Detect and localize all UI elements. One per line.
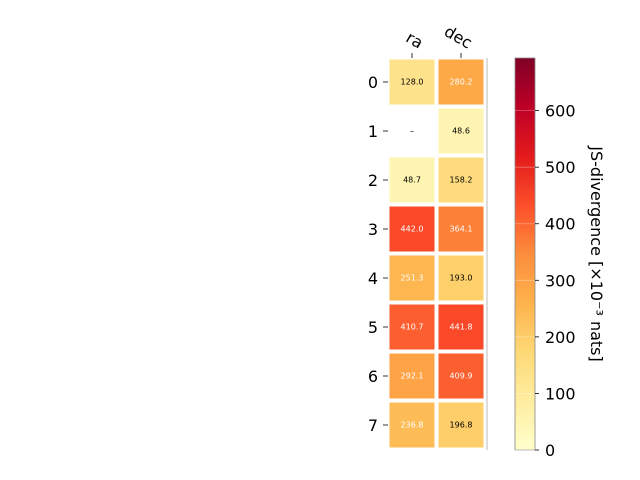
colorbar-ticks: 0 100 200 300 400 500 600 xyxy=(515,102,576,460)
heatmap-cell-label: 364.1 xyxy=(450,225,473,234)
colorbar-tick-label: 300 xyxy=(545,271,576,290)
heatmap-cell xyxy=(389,59,435,105)
colorbar-tick-label: 0 xyxy=(545,441,555,460)
heatmap-cell xyxy=(389,255,435,301)
colorbar-tick-label: 100 xyxy=(545,384,576,403)
colorbar-tick-label: 400 xyxy=(545,215,576,234)
heatmap-cell-label: 442.0 xyxy=(401,225,424,234)
heatmap-cell xyxy=(389,304,435,350)
heatmap-cell xyxy=(389,402,435,448)
heatmap-cell xyxy=(438,59,484,105)
heatmap-cell-label: 280.2 xyxy=(450,78,473,87)
heatmap-cell-label: 158.2 xyxy=(450,176,473,185)
heatmap-cell-label: 128.0 xyxy=(401,78,424,87)
heatmap-cell-label: 251.3 xyxy=(401,274,424,283)
row-tick-label: 1 xyxy=(368,122,378,141)
heatmap-cell xyxy=(389,157,435,203)
colorbar-tick-label: 500 xyxy=(545,158,576,177)
heatmap-cell-label: 196.8 xyxy=(450,421,473,430)
heatmap-cell xyxy=(438,353,484,399)
heatmap-cells xyxy=(389,59,484,448)
heatmap-cell-label: 441.8 xyxy=(450,323,473,332)
row-tick-label: 0 xyxy=(368,73,378,92)
column-tick-label: dec xyxy=(441,22,475,53)
heatmap-cell-labels: 128.0 280.2 – 48.6 48.7 158.2 442.0 364.1 251.3 1… xyxy=(401,78,473,430)
heatmap-cell xyxy=(438,255,484,301)
heatmap-cell xyxy=(438,304,484,350)
row-axis: 0 1 2 3 4 5 6 7 xyxy=(368,73,388,435)
row-tick-label: 7 xyxy=(368,416,378,435)
heatmap-cell-label: 409.9 xyxy=(450,372,473,381)
heatmap-cell-label: 48.7 xyxy=(403,176,421,185)
heatmap-cell xyxy=(438,108,484,154)
heatmap-cell xyxy=(438,157,484,203)
heatmap-cell-label: 236.8 xyxy=(401,421,424,430)
colorbar-label: JS-divergence [×10⁻³ nats] xyxy=(587,145,606,361)
colorbar-tick-label: 200 xyxy=(545,328,576,347)
column-axis: ra dec xyxy=(403,22,476,58)
heatmap-cell-label: 48.6 xyxy=(452,127,470,136)
heatmap-cell-label: 410.7 xyxy=(401,323,424,332)
row-tick-label: 6 xyxy=(368,367,378,386)
column-tick-label: ra xyxy=(403,28,427,53)
heatmap-cell xyxy=(389,353,435,399)
heatmap-cell-label: 292.1 xyxy=(401,372,424,381)
row-tick-label: 5 xyxy=(368,318,378,337)
row-tick-label: 3 xyxy=(368,220,378,239)
heatmap-cell xyxy=(438,402,484,448)
heatmap-cell-label: – xyxy=(410,127,414,136)
colorbar-tick-label: 600 xyxy=(545,102,576,121)
row-tick-label: 4 xyxy=(368,269,378,288)
row-tick-label: 2 xyxy=(368,171,378,190)
heatmap-cell-label: 193.0 xyxy=(450,274,473,283)
colorbar xyxy=(514,57,536,451)
heatmap-cell xyxy=(438,206,484,252)
heatmap-cell xyxy=(389,206,435,252)
